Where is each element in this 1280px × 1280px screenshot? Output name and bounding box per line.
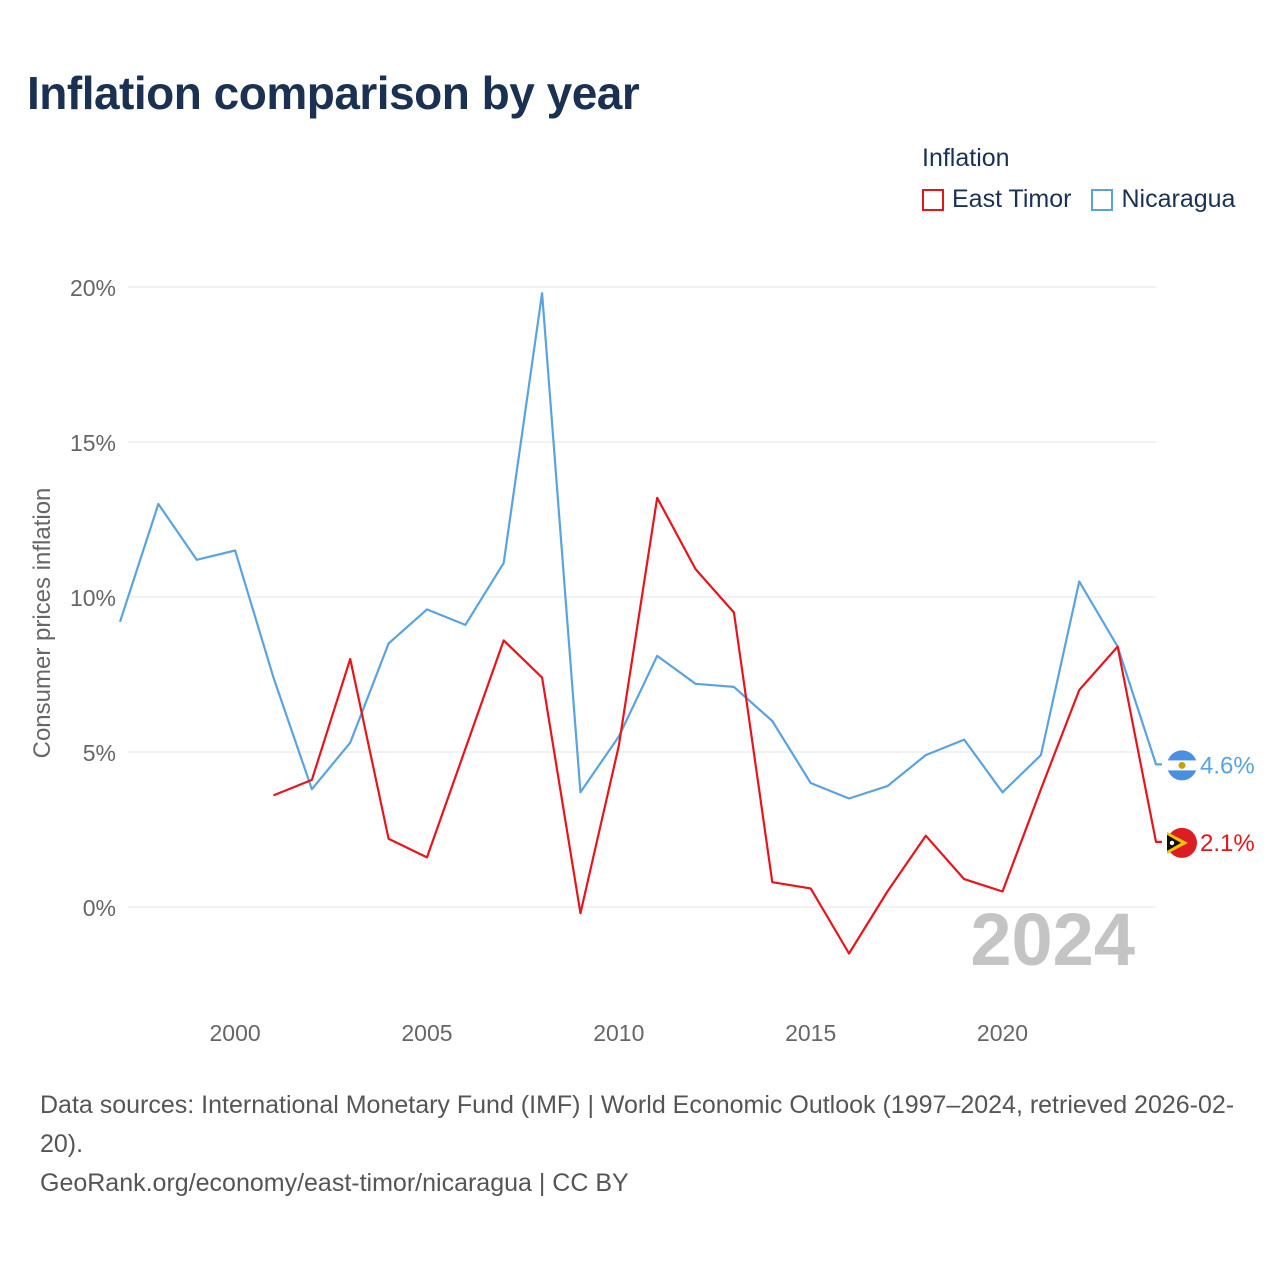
legend-label-nicaragua: Nicaragua <box>1121 185 1236 213</box>
y-tick-label: 5% <box>83 740 116 766</box>
y-tick-label: 20% <box>70 275 116 301</box>
credit-link[interactable]: GeoRank.org/economy/east-timor/nicaragua… <box>40 1169 629 1197</box>
legend-label-east-timor: East Timor <box>952 185 1072 213</box>
y-tick-label: 0% <box>83 895 116 921</box>
chart-title: Inflation comparison by year <box>27 67 640 119</box>
x-tick-label: 2015 <box>785 1020 836 1046</box>
legend-swatch-east-timor <box>922 188 944 211</box>
legend-title: Inflation <box>922 144 1010 172</box>
data-sources: Data sources: International Monetary Fun… <box>40 1091 1235 1158</box>
series-line-nicaragua <box>118 292 1162 800</box>
x-tick-label: 2010 <box>593 1020 644 1046</box>
legend: Inflation East Timor Nicaragua <box>922 144 1235 214</box>
legend-item-east-timor[interactable]: East Timor <box>922 185 1071 214</box>
end-label-east-timor: 2.1% <box>1200 830 1255 857</box>
x-tick-label: 2005 <box>401 1020 452 1046</box>
x-tick-label: 2000 <box>210 1020 261 1046</box>
flag-emblem <box>1178 761 1186 769</box>
series <box>118 292 1162 955</box>
flag-icon-nicaragua <box>1167 750 1197 781</box>
y-tick-label: 15% <box>70 430 116 456</box>
footer: Data sources: International Monetary Fun… <box>40 1086 1250 1203</box>
flag-icon-east-timor <box>1167 827 1197 858</box>
year-watermark: 2024 <box>970 898 1135 981</box>
axes: 0% 5% 10% 15% 20% 2000 2005 2010 2015 2020 Consume… <box>29 275 1028 1046</box>
y-axis-title: Consumer prices inflation <box>29 488 56 759</box>
legend-item-nicaragua[interactable]: Nicaragua <box>1091 185 1235 214</box>
legend-swatch-nicaragua <box>1091 188 1114 211</box>
x-tick-label: 2020 <box>977 1020 1028 1046</box>
y-tick-label: 10% <box>70 585 116 611</box>
series-line-east-timor <box>273 496 1162 955</box>
line-chart: 0% 5% 10% 15% 20% 2000 2005 2010 2015 2020 Consume… <box>29 275 1255 1046</box>
flag-star <box>1169 840 1175 846</box>
end-label-nicaragua: 4.6% <box>1200 752 1255 779</box>
end-labels: 4.6% 2.1% <box>1167 750 1255 858</box>
